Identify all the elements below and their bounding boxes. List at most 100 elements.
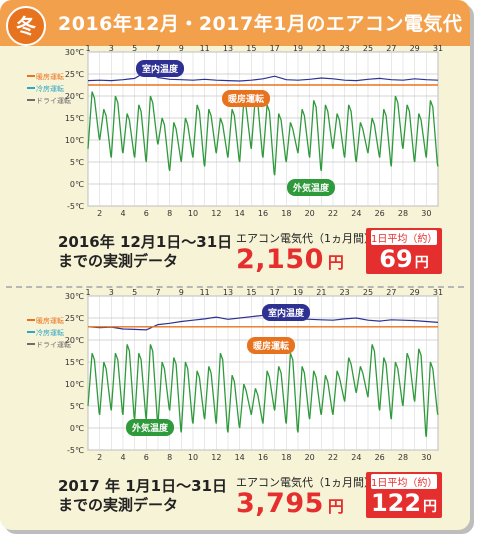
x-tick-label-top: 25 bbox=[363, 288, 373, 297]
x-tick-label-bottom: 24 bbox=[351, 209, 361, 218]
cost-label: エアコン電気代（1ヵ月間） bbox=[236, 232, 375, 245]
x-tick-label-top: 19 bbox=[293, 44, 303, 53]
x-tick-label-top: 15 bbox=[246, 288, 256, 297]
x-tick-label-top: 21 bbox=[316, 288, 326, 297]
x-tick-label-bottom: 8 bbox=[167, 453, 172, 462]
period-line2: までの実測データ bbox=[58, 252, 179, 270]
winter-electricity-card: 冬 2016年12月・2017年1月のエアコン電気代 30℃ 25℃ 20℃ 15℃ 1… bbox=[0, 0, 470, 530]
x-tick-label-top: 7 bbox=[155, 288, 160, 297]
cost-value: 2,150 bbox=[236, 244, 324, 275]
outdoor-temp-tag: 外気温度 bbox=[126, 419, 175, 436]
y-tick-label: 30℃ bbox=[65, 48, 84, 57]
x-tick-label-bottom: 10 bbox=[188, 453, 198, 462]
january-chart: 30℃25℃20℃15℃10℃5℃0℃-5℃1 3 5 7 9 11 13 15 17 19 21 2… bbox=[27, 288, 443, 462]
y-tick-label: 5℃ bbox=[70, 158, 84, 167]
x-tick-label-bottom: 18 bbox=[281, 209, 291, 218]
x-tick-label-top: 1 bbox=[85, 44, 90, 53]
x-tick-label-top: 5 bbox=[132, 288, 137, 297]
x-tick-label-top: 9 bbox=[179, 44, 184, 53]
y-tick-label: 30℃ bbox=[65, 292, 84, 301]
x-tick-label-bottom: 16 bbox=[258, 209, 268, 218]
heating-tag: 暖房運転 bbox=[222, 90, 271, 107]
x-tick-label-top: 17 bbox=[270, 288, 280, 297]
x-tick-label-bottom: 4 bbox=[120, 453, 125, 462]
x-tick-label-bottom: 16 bbox=[258, 453, 268, 462]
avg-value: 122 bbox=[370, 489, 422, 517]
y-tick-label: 15℃ bbox=[65, 358, 84, 367]
x-tick-label-bottom: 22 bbox=[328, 453, 338, 462]
x-tick-label-top: 5 bbox=[132, 44, 137, 53]
avg-label: 1日平均（約） bbox=[371, 474, 437, 489]
x-tick-label-bottom: 12 bbox=[211, 453, 221, 462]
x-tick-label-top: 27 bbox=[386, 44, 396, 53]
x-tick-label-top: 23 bbox=[340, 288, 350, 297]
legend-label: ドライ運転 bbox=[36, 340, 71, 349]
x-tick-label-bottom: 18 bbox=[281, 453, 291, 462]
yen-unit: 円 bbox=[423, 499, 438, 515]
y-tick-label: 20℃ bbox=[65, 336, 84, 345]
x-tick-label-bottom: 28 bbox=[398, 453, 408, 462]
x-tick-label-bottom: 10 bbox=[188, 209, 198, 218]
x-tick-label-bottom: 12 bbox=[211, 209, 221, 218]
x-tick-label-top: 13 bbox=[223, 288, 233, 297]
winter-badge: 冬 bbox=[6, 6, 46, 46]
yen-unit: 円 bbox=[327, 497, 345, 516]
x-tick-label-bottom: 30 bbox=[421, 453, 431, 462]
x-tick-label-top: 15 bbox=[246, 44, 256, 53]
x-tick-label-bottom: 20 bbox=[305, 453, 315, 462]
x-tick-label-top: 17 bbox=[270, 44, 280, 53]
x-tick-label-bottom: 14 bbox=[235, 453, 245, 462]
period-line1: 2017 年 1月1日～31日 bbox=[58, 477, 227, 495]
indoor-temp-tag: 室内温度 bbox=[136, 60, 185, 77]
x-tick-label-bottom: 2 bbox=[97, 209, 102, 218]
cost-december: 2,150 円 bbox=[236, 244, 344, 275]
indoor-temp-tag: 室内温度 bbox=[262, 304, 311, 321]
cost-label: エアコン電気代（1ヵ月間） bbox=[236, 476, 375, 489]
y-tick-label: -5℃ bbox=[67, 202, 84, 211]
x-tick-label-top: 31 bbox=[433, 288, 443, 297]
legend-label: 暖房運転 bbox=[36, 72, 64, 81]
y-tick-label: 5℃ bbox=[70, 402, 84, 411]
cost-january: 3,795 円 bbox=[236, 488, 344, 519]
avg-value: 69 bbox=[379, 245, 413, 273]
yen-unit: 円 bbox=[414, 255, 429, 271]
y-tick-label: -5℃ bbox=[67, 446, 84, 455]
x-tick-label-top: 9 bbox=[179, 288, 184, 297]
y-tick-label: 0℃ bbox=[70, 180, 84, 189]
period-line2: までの実測データ bbox=[58, 496, 179, 514]
x-tick-label-top: 29 bbox=[410, 44, 420, 53]
outdoor-temp-tag: 外気温度 bbox=[287, 179, 336, 196]
x-tick-label-bottom: 24 bbox=[351, 453, 361, 462]
y-tick-label: 25℃ bbox=[65, 70, 84, 79]
daily-avg-december: 1日平均（約） 69 円 bbox=[366, 228, 442, 274]
x-tick-label-bottom: 2 bbox=[97, 453, 102, 462]
x-tick-label-top: 19 bbox=[293, 288, 303, 297]
section-divider bbox=[6, 286, 464, 288]
x-tick-label-top: 31 bbox=[433, 44, 443, 53]
x-tick-label-bottom: 20 bbox=[305, 209, 315, 218]
x-tick-label-top: 27 bbox=[386, 288, 396, 297]
y-tick-label: 25℃ bbox=[65, 314, 84, 323]
x-tick-label-bottom: 6 bbox=[144, 453, 149, 462]
x-tick-label-top: 1 bbox=[85, 288, 90, 297]
yen-unit: 円 bbox=[327, 253, 345, 272]
x-tick-label-top: 23 bbox=[340, 44, 350, 53]
x-tick-label-top: 21 bbox=[316, 44, 326, 53]
x-tick-label-top: 25 bbox=[363, 44, 373, 53]
x-tick-label-top: 11 bbox=[200, 44, 210, 53]
legend-label: 冷房運転 bbox=[36, 84, 64, 93]
x-tick-label-bottom: 8 bbox=[167, 209, 172, 218]
outdoor-temp-line bbox=[87, 91, 439, 176]
x-tick-label-bottom: 26 bbox=[375, 453, 385, 462]
x-tick-label-bottom: 28 bbox=[398, 209, 408, 218]
page-title: 2016年12月・2017年1月のエアコン電気代 bbox=[58, 13, 463, 35]
legend-label: 冷房運転 bbox=[36, 328, 64, 337]
x-tick-label-bottom: 4 bbox=[120, 209, 125, 218]
x-tick-label-bottom: 6 bbox=[144, 209, 149, 218]
legend-label: ドライ運転 bbox=[36, 96, 71, 105]
y-tick-label: 10℃ bbox=[65, 136, 84, 145]
y-tick-label: 20℃ bbox=[65, 92, 84, 101]
x-tick-label-top: 3 bbox=[109, 288, 114, 297]
y-tick-label: 0℃ bbox=[70, 424, 84, 433]
x-tick-label-top: 13 bbox=[223, 44, 233, 53]
